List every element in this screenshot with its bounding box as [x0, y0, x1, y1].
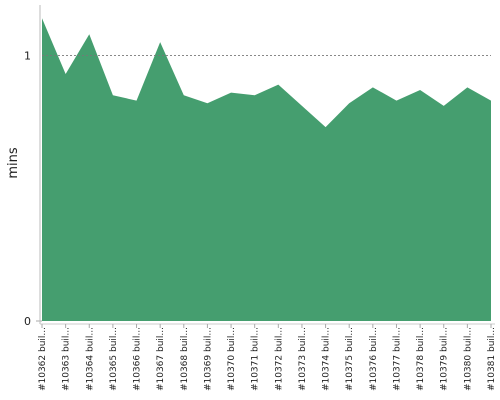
x-tick-label: #10370 buil... — [227, 327, 237, 391]
x-tick-label: #10362 buil... — [38, 327, 48, 391]
x-tick-label: #10374 buil... — [322, 327, 332, 391]
x-tick-label: #10372 buil... — [274, 327, 284, 391]
x-tick-label: #10368 buil... — [180, 327, 190, 391]
x-tick-label: #10373 buil... — [298, 327, 308, 391]
x-tick-label: #10376 buil... — [369, 327, 379, 391]
x-tick-label: #10369 buil... — [203, 327, 213, 391]
x-tick-label: #10377 buil... — [392, 327, 402, 391]
y-tick-label: 1 — [24, 49, 31, 62]
x-tick-label: #10371 buil... — [251, 327, 261, 391]
x-tick-label: #10363 buil... — [62, 327, 72, 391]
y-axis-label: mins — [6, 147, 21, 179]
x-tick-label: #10380 buil... — [463, 327, 473, 391]
x-tick-label: #10366 buil... — [133, 327, 143, 391]
x-tick-label: #10365 buil... — [109, 327, 119, 391]
area — [42, 18, 491, 321]
x-tick-label: #10364 buil... — [85, 327, 95, 391]
x-tick-label: #10367 buil... — [156, 327, 166, 391]
x-tick-label: #10379 buil... — [440, 327, 450, 391]
x-tick-label: #10378 buil... — [416, 327, 426, 391]
x-tick-label: #10375 buil... — [345, 327, 355, 391]
x-tick-label: #10381 buil... — [487, 327, 497, 391]
y-tick-label: 0 — [24, 315, 31, 328]
